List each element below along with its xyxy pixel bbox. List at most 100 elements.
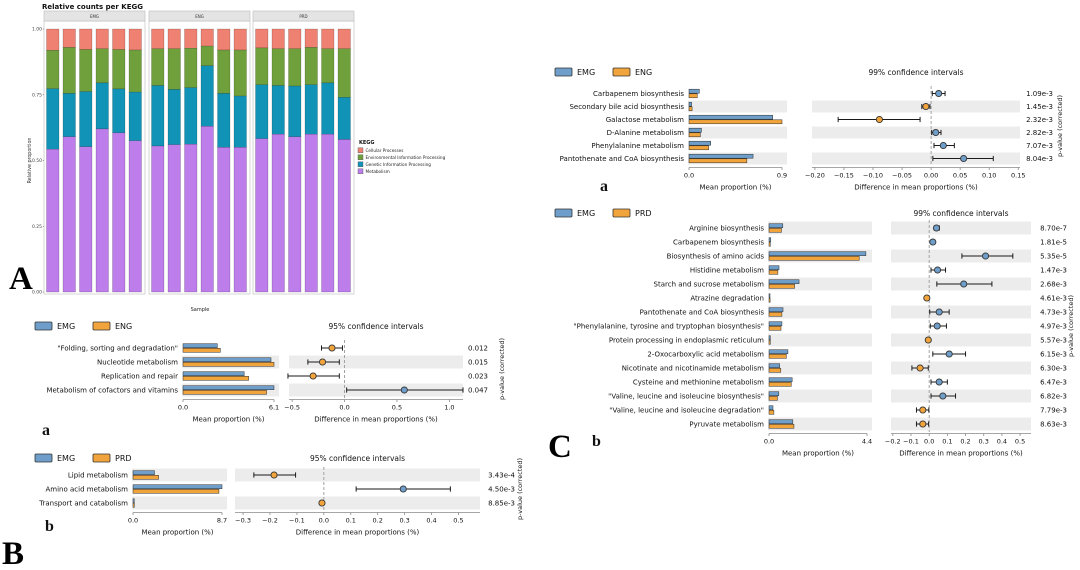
bar-segment (112, 28, 126, 50)
bar-segment (112, 49, 126, 90)
mean-bar-EMG (768, 279, 800, 284)
legend-label: EMG (577, 209, 595, 218)
category-label: Arginine biosynthesis (689, 224, 764, 232)
tick-label: 0.5 (1015, 438, 1025, 446)
legend-swatch-PRD (92, 453, 111, 463)
bar-segment (46, 88, 60, 150)
mean-bar-PRD (768, 340, 771, 345)
category-label: 2-Oxocarboxylic acid metabolism (647, 350, 764, 358)
bar-segment (46, 149, 60, 293)
row-stripe (891, 333, 1031, 347)
category-label: Carbapenem biosynthesis (593, 90, 684, 98)
p-value: 1.09e-3 (1026, 90, 1053, 98)
p-value: 1.45e-3 (1026, 103, 1053, 111)
p-value: 8.04e-3 (1026, 155, 1053, 163)
bar-segment (62, 47, 76, 94)
diff-dot (916, 364, 924, 372)
ci-title: 95% confidence intervals (310, 454, 405, 463)
bar-segment (337, 139, 351, 293)
y-tick-label: 0.75 (32, 92, 42, 98)
legend-swatch (357, 161, 364, 168)
bar-segment (217, 93, 231, 148)
tick-label: 0.5 (453, 517, 463, 525)
category-label: Phenylalanine metabolism (591, 142, 684, 150)
tick-label: −0.05 (892, 172, 912, 180)
row-stripe (688, 126, 787, 139)
p-value: 0.047 (468, 386, 488, 394)
legend-label: EMG (57, 454, 75, 463)
p-value: 2.68e-3 (1040, 280, 1067, 288)
legend-swatch-EMG (34, 321, 53, 331)
legend-label: EMG (577, 68, 595, 77)
mean-bar-PRD (768, 298, 771, 303)
p-value: 6.47e-3 (1040, 378, 1067, 386)
bar-segment (128, 28, 142, 51)
row-stripe (812, 100, 1020, 113)
bar-segment (255, 28, 269, 49)
chart-title: Relative counts per KEGG (42, 3, 143, 11)
bar-segment (233, 49, 247, 97)
tick-label: −0.20 (805, 172, 825, 180)
bar-segment (337, 48, 351, 98)
mean-bar-EMG (768, 237, 772, 242)
p-value: 0.012 (468, 344, 488, 352)
p-value-axis-label: p-value (corrected) (498, 338, 506, 400)
bar-segment (112, 88, 126, 134)
tick-label: −0.10 (863, 172, 883, 180)
mean-bar-EMG (768, 335, 771, 340)
p-value: 4.50e-3 (488, 485, 515, 493)
bar-segment (288, 136, 302, 293)
y-tick-label: 0.50 (32, 158, 42, 164)
bar-segment (184, 48, 198, 88)
diff-dot (929, 238, 937, 246)
tick-label: 4.4 (862, 438, 872, 446)
diff-dot (318, 499, 326, 507)
row-stripe (132, 496, 227, 510)
row-stripe (688, 100, 787, 113)
mean-bar-PRD (768, 242, 771, 247)
tick-label: 0.0 (339, 404, 349, 412)
tick-label: 6.1 (269, 404, 279, 412)
mean-bar-PRD (132, 489, 220, 494)
ci-title: 99% confidence intervals (869, 68, 964, 77)
legend-swatch-ENG (92, 321, 111, 331)
category-label: Replication and repair (101, 372, 178, 380)
bar-segment (151, 85, 165, 147)
tick-label: 0.4 (426, 517, 436, 525)
legend-swatch (357, 154, 364, 161)
row-stripe (289, 355, 463, 369)
p-value-axis-label: p-value (corrected) (1056, 95, 1064, 157)
diff-dot (981, 252, 990, 260)
diff-dot (922, 102, 930, 111)
category-label: Amino acid metabolism (46, 485, 129, 493)
mean-bar-ENG (182, 362, 275, 367)
mean-bar-PRD (132, 475, 159, 480)
bar-segment (271, 28, 285, 49)
xlabel-right: Difference in mean proportions (%) (854, 184, 978, 192)
legend-swatch-ENG (612, 67, 631, 77)
tick-label: −0.2 (262, 517, 278, 525)
p-value: 0.023 (468, 372, 488, 380)
bar-segment (271, 85, 285, 135)
p-value: 6.30e-3 (1040, 364, 1067, 372)
diff-dot (270, 471, 278, 479)
bar-segment (288, 85, 302, 138)
bar-segment (321, 82, 335, 135)
legend-label: ENG (635, 68, 652, 77)
mean-bar-EMG (132, 498, 135, 503)
diff-dot (399, 485, 407, 493)
bar-segment (255, 138, 269, 293)
mean-bar-EMG (768, 405, 774, 410)
p-value-axis-label: p-value (corrected) (516, 458, 524, 520)
ci-title: 95% confidence intervals (329, 322, 424, 331)
bar-segment (184, 144, 198, 293)
tick-label: 0.0 (924, 438, 934, 446)
diff-dot (309, 372, 317, 380)
p-value: 1.47e-3 (1040, 266, 1067, 274)
mean-bar-PRD (768, 424, 795, 429)
p-value: 6.82e-3 (1040, 392, 1067, 400)
mean-bar-PRD (768, 270, 779, 275)
facet-strip-label: PRD (299, 14, 307, 19)
mean-bar-ENG (688, 106, 693, 112)
